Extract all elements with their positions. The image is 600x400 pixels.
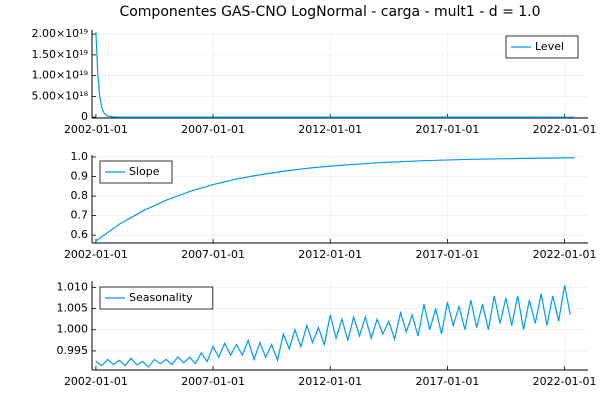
x-tick-label: 2002-01-01 <box>64 248 128 261</box>
legend-label: Slope <box>129 165 160 178</box>
legend-label: Level <box>535 40 564 53</box>
x-tick-label: 2002-01-01 <box>64 375 128 388</box>
y-tick-label: 0.995 <box>57 344 89 357</box>
x-tick-label: 2007-01-01 <box>181 248 245 261</box>
y-tick-label: 0.6 <box>71 228 89 241</box>
y-tick-label: 1.00×10¹⁹ <box>31 69 88 82</box>
y-tick-label: 1.0 <box>71 150 89 163</box>
legend-label: Seasonality <box>129 291 193 304</box>
x-tick-label: 2017-01-01 <box>415 123 479 136</box>
x-tick-label: 2017-01-01 <box>415 248 479 261</box>
x-tick-label: 2002-01-01 <box>64 123 128 136</box>
x-tick-label: 2007-01-01 <box>181 123 245 136</box>
y-tick-label: 0.9 <box>71 170 89 183</box>
series-line <box>95 32 575 118</box>
y-tick-label: 0 <box>81 110 88 123</box>
y-tick-label: 1.010 <box>57 280 89 293</box>
y-tick-label: 2.00×10¹⁹ <box>31 27 88 40</box>
legend-box <box>99 286 214 310</box>
y-tick-label: 0.8 <box>71 189 89 202</box>
x-tick-label: 2017-01-01 <box>415 375 479 388</box>
x-tick-label: 2012-01-01 <box>298 248 362 261</box>
chart-title: Componentes GAS-CNO LogNormal - carga - … <box>119 4 540 20</box>
legend-box <box>99 160 173 184</box>
series-line <box>95 285 571 368</box>
y-tick-label: 1.000 <box>57 323 89 336</box>
x-tick-label: 2022-01-01 <box>533 123 597 136</box>
legend-box <box>505 35 579 59</box>
y-tick-label: 1.50×10¹⁹ <box>31 48 88 61</box>
y-tick-label: 1.005 <box>57 302 89 315</box>
y-tick-label: 0.7 <box>71 209 89 222</box>
x-tick-label: 2007-01-01 <box>181 375 245 388</box>
x-tick-label: 2012-01-01 <box>298 123 362 136</box>
series-line <box>95 157 575 242</box>
y-tick-label: 5.00×10¹⁸ <box>31 89 88 102</box>
x-tick-label: 2012-01-01 <box>298 375 362 388</box>
x-tick-label: 2022-01-01 <box>533 248 597 261</box>
x-tick-label: 2022-01-01 <box>533 375 597 388</box>
